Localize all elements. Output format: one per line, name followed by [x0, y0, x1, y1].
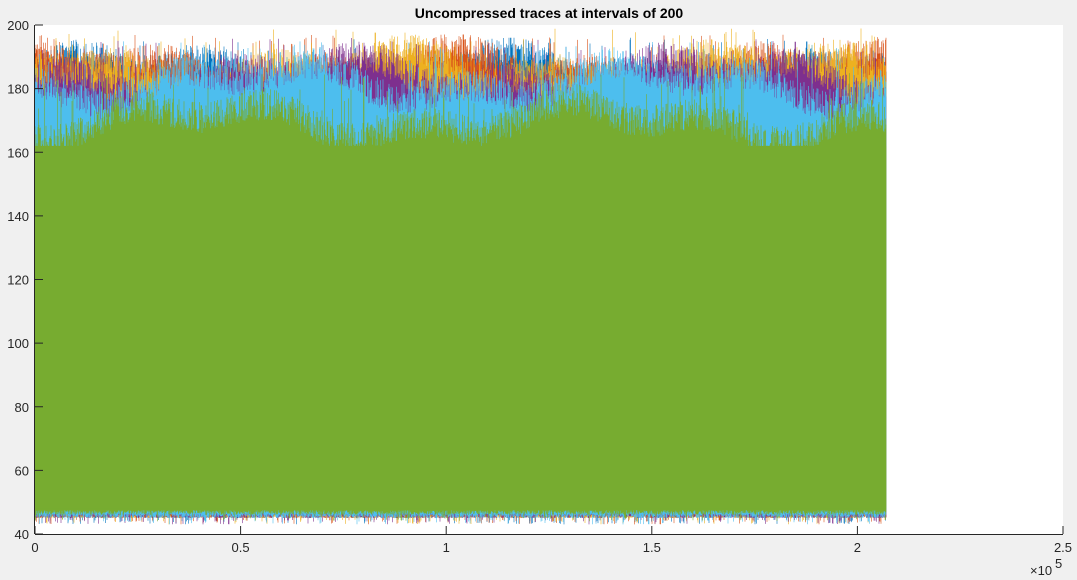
x-exponent-label: ×10	[1030, 563, 1052, 578]
y-tick-group: 40 60 80 100 120 140 160 180 200	[7, 18, 43, 542]
x-tick-label: 0.5	[232, 540, 250, 555]
y-tick-label: 100	[7, 336, 29, 351]
x-tick-group: 0 0.5 1 1.5 2 2.5	[31, 526, 1072, 555]
y-tick-label: 140	[7, 209, 29, 224]
y-tick-label: 80	[15, 400, 29, 415]
y-tick-label: 180	[7, 82, 29, 97]
chart-title: Uncompressed traces at intervals of 200	[415, 5, 684, 21]
x-tick-label: 2.5	[1054, 540, 1072, 555]
trace-fill-body	[35, 145, 887, 509]
x-exponent-power: 5	[1055, 556, 1062, 571]
x-tick-label: 0	[31, 540, 38, 555]
axes-lines	[34, 25, 1063, 535]
y-tick-label: 160	[7, 145, 29, 160]
x-tick-label: 1.5	[643, 540, 661, 555]
y-tick-label: 200	[7, 18, 29, 33]
y-tick-label: 120	[7, 273, 29, 288]
x-tick-label: 1	[443, 540, 450, 555]
x-tick-label: 2	[854, 540, 861, 555]
y-tick-label: 40	[15, 527, 29, 542]
traces-group	[34, 28, 887, 525]
y-tick-label: 60	[15, 463, 29, 478]
